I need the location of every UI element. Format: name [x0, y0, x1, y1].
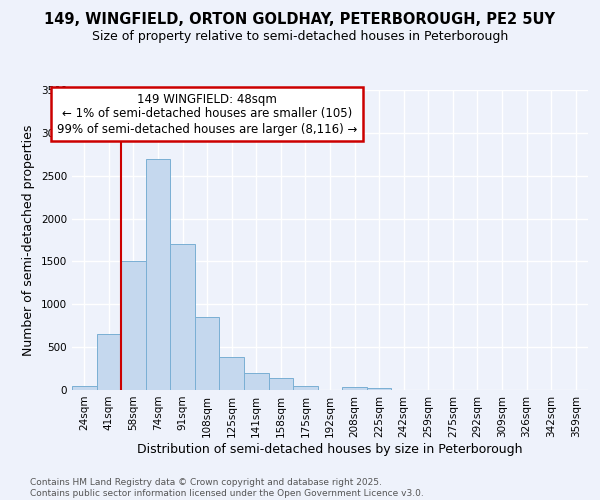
Bar: [220, 358, 244, 390]
Bar: [195, 317, 220, 390]
Bar: [293, 386, 318, 390]
Bar: [97, 334, 121, 390]
Bar: [269, 378, 293, 390]
Text: Size of property relative to semi-detached houses in Peterborough: Size of property relative to semi-detach…: [92, 30, 508, 43]
Text: 149, WINGFIELD, ORTON GOLDHAY, PETERBOROUGH, PE2 5UY: 149, WINGFIELD, ORTON GOLDHAY, PETERBORO…: [44, 12, 556, 28]
Bar: [72, 386, 97, 390]
Bar: [244, 373, 269, 390]
Bar: [367, 388, 391, 390]
Text: Contains HM Land Registry data © Crown copyright and database right 2025.
Contai: Contains HM Land Registry data © Crown c…: [30, 478, 424, 498]
Bar: [146, 158, 170, 390]
Y-axis label: Number of semi-detached properties: Number of semi-detached properties: [22, 124, 35, 356]
Text: 149 WINGFIELD: 48sqm
← 1% of semi-detached houses are smaller (105)
99% of semi-: 149 WINGFIELD: 48sqm ← 1% of semi-detach…: [57, 92, 358, 136]
Bar: [170, 244, 195, 390]
Bar: [121, 262, 146, 390]
X-axis label: Distribution of semi-detached houses by size in Peterborough: Distribution of semi-detached houses by …: [137, 442, 523, 456]
Bar: [342, 388, 367, 390]
